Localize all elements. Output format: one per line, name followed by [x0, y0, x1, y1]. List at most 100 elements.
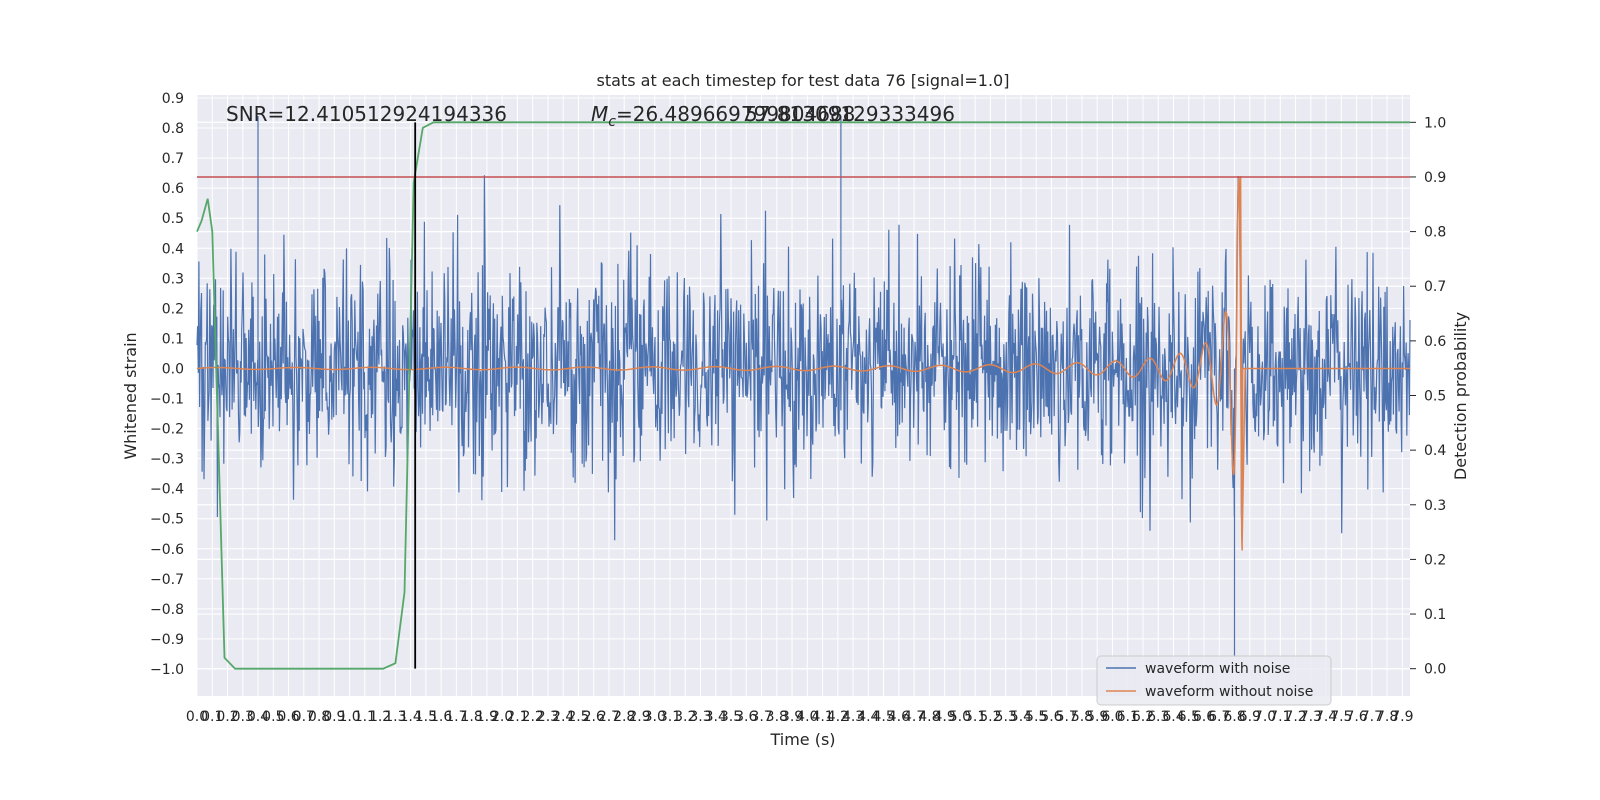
y-right-tick-label: 0.5 — [1424, 389, 1446, 405]
snr-annotation: SNR=12.410512924194336 — [226, 102, 507, 126]
x-tick-label: 4.3 — [842, 709, 864, 725]
y-left-tick-label: 0.8 — [162, 121, 184, 137]
x-tick-label: 6.9 — [1239, 709, 1261, 725]
x-tick-label: 3.2 — [674, 709, 696, 725]
y-left-tick-label: 0.2 — [162, 301, 184, 317]
x-tick-label: 1.3 — [384, 709, 406, 725]
y-left-tick-label: −0.8 — [150, 602, 184, 618]
x-tick-label: 4.7 — [903, 709, 925, 725]
x-tick-label: 2.0 — [491, 709, 513, 725]
x-tick-label: 5.3 — [995, 709, 1017, 725]
x-tick-label: 5.2 — [979, 709, 1001, 725]
x-tick-label: 2.1 — [506, 709, 528, 725]
x-tick-label: 4.5 — [872, 709, 894, 725]
x-tick-label: 0.3 — [232, 709, 254, 725]
y-left-tick-label: −0.7 — [150, 572, 184, 588]
x-tick-label: 6.0 — [1101, 709, 1123, 725]
chirp-mass-value: =26.489669799804688 — [616, 102, 855, 126]
x-tick-label: 2.2 — [522, 709, 544, 725]
noisy-waveform-line — [196, 116, 1411, 657]
x-tick-label: 1.1 — [354, 709, 376, 725]
x-tick-label: 6.6 — [1193, 709, 1215, 725]
x-tick-label: 2.5 — [567, 709, 589, 725]
x-tick-label: 7.4 — [1315, 709, 1337, 725]
x-tick-label: 3.7 — [750, 709, 772, 725]
x-tick-label: 0.2 — [216, 709, 238, 725]
noisy-waveform-series — [196, 116, 1411, 657]
x-tick-label: 5.9 — [1086, 709, 1108, 725]
x-tick-label: 5.8 — [1071, 709, 1093, 725]
y-left-tick-label: 0.4 — [162, 241, 184, 257]
x-tick-label: 3.5 — [720, 709, 742, 725]
x-tick-label: 7.9 — [1391, 709, 1413, 725]
chirp-mass-annotation: Mc=26.489669799804688 — [591, 102, 855, 130]
x-tick-label: 4.9 — [934, 709, 956, 725]
y-left-tick-label: −0.9 — [150, 632, 184, 648]
x-tick-label: 7.0 — [1254, 709, 1276, 725]
x-tick-label: 6.5 — [1178, 709, 1200, 725]
x-tick-label: 7.1 — [1269, 709, 1291, 725]
x-tick-label: 0.4 — [247, 709, 269, 725]
y-right-tick-label: 0.8 — [1424, 225, 1446, 241]
x-tick-label: 0.5 — [262, 709, 284, 725]
y-left-tick-label: −0.3 — [150, 452, 184, 468]
x-tick-label: 1.4 — [399, 709, 421, 725]
x-tick-label: 4.2 — [827, 709, 849, 725]
chart-title: stats at each timestep for test data 76 … — [597, 71, 1010, 90]
legend-label-clean: waveform without noise — [1145, 684, 1313, 700]
y-left-tick-label: −0.4 — [150, 482, 184, 498]
y-left-tick-label: −0.6 — [150, 542, 184, 558]
x-tick-label: 0.7 — [293, 709, 315, 725]
x-tick-label: 0.8 — [308, 709, 330, 725]
x-tick-label: 7.3 — [1300, 709, 1322, 725]
x-tick-label: 0.1 — [201, 709, 223, 725]
x-tick-label: 1.8 — [461, 709, 483, 725]
x-tick-label: 1.0 — [338, 709, 360, 725]
x-tick-label: 6.4 — [1162, 709, 1184, 725]
x-tick-label: 7.5 — [1330, 709, 1352, 725]
x-tick-label: 1.9 — [476, 709, 498, 725]
x-tick-label: 3.8 — [766, 709, 788, 725]
overlap-annotation: 57.81309129333496 — [745, 102, 955, 126]
x-tick-labels: 0.00.10.20.30.40.50.60.70.80.91.01.11.21… — [186, 709, 1414, 725]
x-tick-label: 1.7 — [445, 709, 467, 725]
x-tick-label: 0.9 — [323, 709, 345, 725]
x-tick-label: 1.6 — [430, 709, 452, 725]
legend: waveform with noise waveform without noi… — [1096, 655, 1332, 706]
x-axis-label: Time (s) — [769, 730, 835, 749]
x-tick-label: 3.1 — [659, 709, 681, 725]
y-left-tick-label: 0.5 — [162, 211, 184, 227]
y-right-tick-label: 0.3 — [1424, 498, 1446, 514]
x-tick-label: 5.7 — [1056, 709, 1078, 725]
y-left-tick-label: 0.3 — [162, 271, 184, 287]
legend-label-noisy: waveform with noise — [1145, 661, 1290, 677]
chirp-mass-symbol: M — [591, 102, 608, 126]
y-left-tick-label: 0.9 — [162, 91, 184, 107]
x-tick-label: 7.2 — [1284, 709, 1306, 725]
y-right-tick-label: 0.1 — [1424, 607, 1446, 623]
y-left-tick-label: −0.5 — [150, 512, 184, 528]
y-right-tick-label: 0.9 — [1424, 170, 1446, 186]
x-tick-label: 0.6 — [277, 709, 299, 725]
x-tick-label: 6.2 — [1132, 709, 1154, 725]
probability-series — [196, 121, 1410, 670]
y-left-tick-label: 0.1 — [162, 331, 184, 347]
x-tick-label: 2.3 — [537, 709, 559, 725]
x-tick-label: 2.6 — [583, 709, 605, 725]
y-right-axis-label: Detection probability — [1451, 312, 1470, 480]
y-left-tick-labels: 0.9 0.8 0.7 0.6 0.5 0.4 0.3 0.2 0.1 0.0 −0.1 −0.2 −0… — [150, 91, 184, 678]
x-tick-label: 0.0 — [186, 709, 208, 725]
x-tick-label: 3.3 — [689, 709, 711, 725]
x-tick-label: 5.4 — [1010, 709, 1032, 725]
x-tick-label: 3.6 — [735, 709, 757, 725]
x-tick-label: 4.6 — [888, 709, 910, 725]
x-tick-label: 7.6 — [1345, 709, 1367, 725]
x-tick-label: 6.8 — [1223, 709, 1245, 725]
x-tick-label: 1.2 — [369, 709, 391, 725]
y-right-tick-label: 1.0 — [1424, 115, 1446, 131]
y-left-tick-label: 0.0 — [162, 361, 184, 377]
x-tick-label: 5.6 — [1040, 709, 1062, 725]
x-tick-label: 6.1 — [1117, 709, 1139, 725]
probability-line — [196, 121, 1410, 670]
y-right-tick-label: 0.0 — [1424, 662, 1446, 678]
